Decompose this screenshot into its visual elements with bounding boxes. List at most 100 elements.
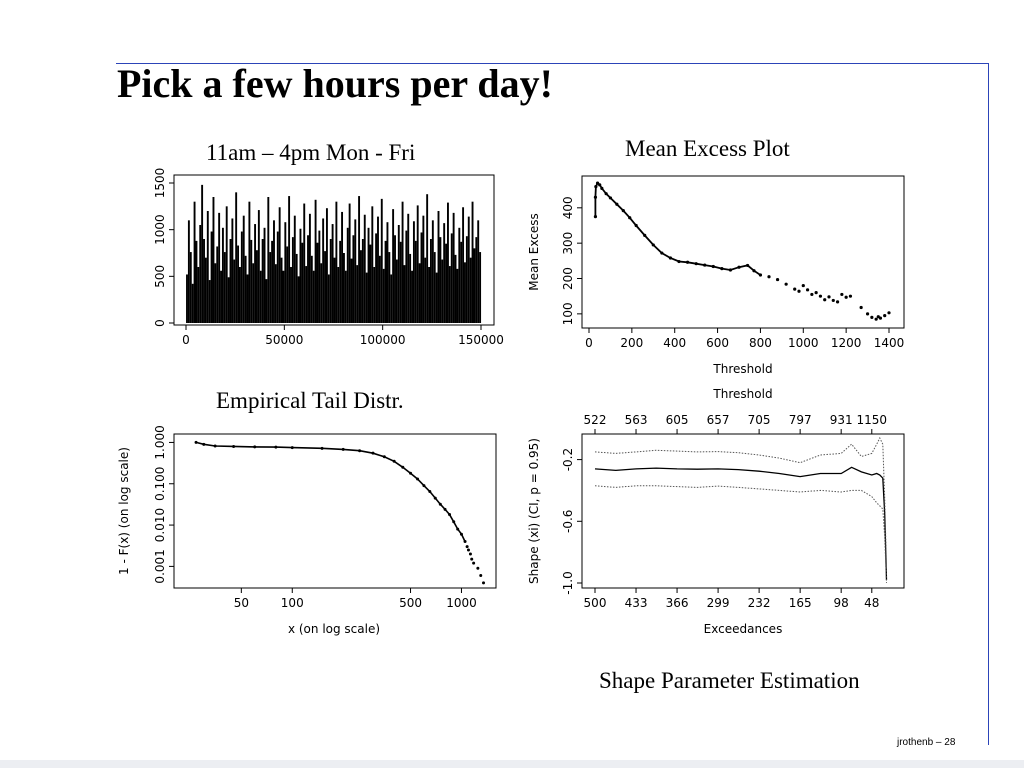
ts-spike [331,224,334,323]
tail-point [438,502,442,506]
ts-spike [407,213,410,323]
ts-spike [401,201,404,323]
tail-point [466,548,470,552]
ts-spike [443,223,446,323]
ts-spike [282,270,285,323]
ts-spike [221,227,224,323]
tail-point [470,557,474,561]
me-point [840,292,844,297]
slide-footer: jrothenb – 28 [897,737,956,748]
ts-spike [460,241,463,323]
ts-spike [462,207,465,323]
tail-point [456,527,460,531]
tail-point [416,477,420,481]
tail-point [443,507,447,511]
ts-spike [189,252,192,323]
ts-spike [439,237,442,323]
ts-spike [456,268,459,323]
ts-spike [265,279,268,323]
frame-top-line [116,63,989,64]
shape-lines [594,436,888,584]
me-point [827,295,831,299]
ts-plot: 0 50000 100000 150000 0 500 1000 1500 [153,168,504,347]
shape-topticks: 522 563 605 657 705 797 931 1150 [584,413,888,434]
ts-spike [418,263,421,323]
me-x-tick-label: 400 [663,336,686,350]
tail-trace [195,441,466,542]
ts-spike [186,274,188,323]
ts-spike [420,232,423,323]
ts-spike [291,237,294,323]
ts-spike [394,235,396,323]
ts-spike [295,253,298,323]
ts-spike [373,267,376,323]
me-x-tick-label: 800 [749,336,772,350]
shape-top-tick-label: 797 [789,413,812,427]
tail-point [479,574,483,578]
shape-upper-line [594,436,887,568]
ts-spike [343,253,345,323]
ts-spike [452,212,455,323]
ts-spike [363,214,366,323]
ts-spike [371,206,374,323]
ts-spike [395,259,398,323]
me-plot-frame [581,175,905,329]
shape-ylabel: Shape (xi) (CI, p = 0.95) [527,438,541,584]
ts-spike [254,224,257,323]
ts-spike [333,257,336,323]
ts-spike [429,239,432,323]
ts-spike [218,212,221,323]
tail-point [459,532,463,536]
shape-xticks: 500 433 366 299 232 165 98 48 [584,588,879,610]
tail-point [465,545,469,549]
ts-spike [479,252,482,323]
tail-point [463,540,467,544]
me-point [865,312,870,316]
ts-spike [435,272,438,323]
me-point [823,298,827,302]
ts-spike [414,240,417,323]
ts-spike [356,265,359,323]
ts-spike [329,239,332,323]
me-y-tick-label: 300 [561,232,575,255]
tail-point [213,444,217,448]
ts-spike [256,250,258,323]
ts-spike [204,257,207,323]
me-point [775,277,780,282]
ts-spike [390,274,393,323]
ts-spike [257,210,260,323]
ts-spike [203,239,205,323]
ts-spike [409,253,412,323]
tail-x-tick-label: 1000 [446,596,477,610]
me-point [801,283,805,288]
me-xlabel: Threshold [712,362,772,376]
ts-x-tick-label: 150000 [458,333,504,347]
ts-spike [380,198,383,323]
ts-spike [225,206,228,323]
ts-spike [325,208,328,323]
shape-top-tick-label: 1150 [857,413,888,427]
ts-spike [307,235,309,323]
ts-spike [216,246,219,323]
ts-spike [447,202,449,323]
me-point [797,289,801,293]
ts-spike [284,222,287,323]
ts-xticks: 0 50000 100000 150000 [182,325,504,347]
tail-point [194,440,198,444]
me-point [784,282,788,286]
me-point [870,315,874,319]
ts-spike [223,252,226,323]
ts-spike [431,220,434,323]
tail-plot-frame [173,433,497,589]
tail-y-tick-label: 0.001 [153,549,167,583]
ts-spike [477,220,480,323]
ts-spike [350,258,353,323]
ts-spike [297,276,300,323]
ts-spike [339,240,342,323]
shape-top-axis-label: Threshold [712,387,772,401]
ts-spike [187,220,190,323]
tail-points [194,440,486,585]
me-plot: 0 200 400 600 800 1000 1200 1400 100 200 300 400 T… [527,175,905,376]
ts-spike [312,270,315,323]
ts-spike [310,255,313,323]
